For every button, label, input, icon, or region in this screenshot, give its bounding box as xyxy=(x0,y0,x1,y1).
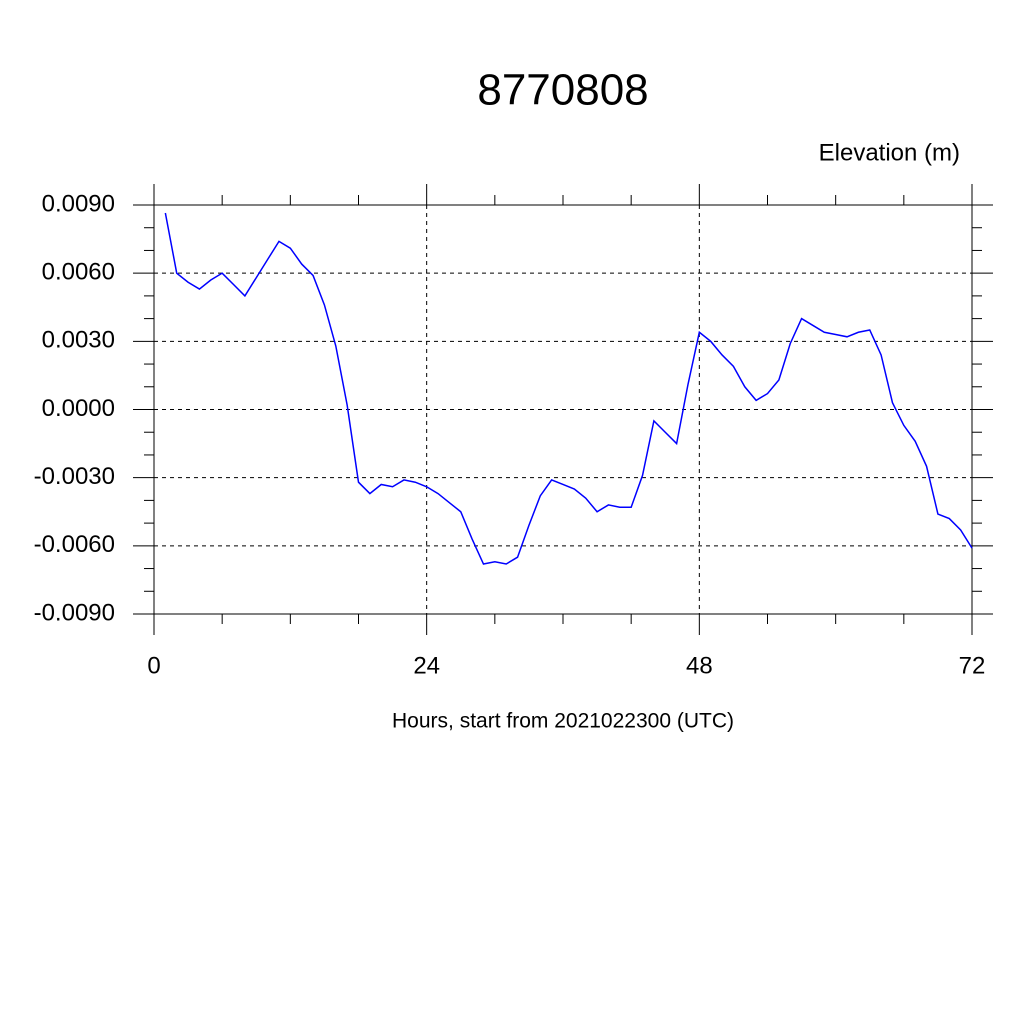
y-tick-label: 0.0030 xyxy=(42,327,115,354)
x-tick-label: 72 xyxy=(959,652,986,679)
x-tick-label: 24 xyxy=(413,652,440,679)
x-tick-label: 0 xyxy=(147,652,160,679)
data-line xyxy=(164,212,973,565)
x-axis-label: Hours, start from 2021022300 (UTC) xyxy=(392,710,734,733)
y-tick-label: 0.0060 xyxy=(42,259,115,286)
y-tick-label: -0.0030 xyxy=(34,463,115,490)
y-tick-label: -0.0060 xyxy=(34,531,115,558)
chart-title: 8770808 xyxy=(477,66,648,115)
x-tick-label: 48 xyxy=(686,652,713,679)
y-tick-label: 0.0090 xyxy=(42,190,115,217)
y-tick-label: 0.0000 xyxy=(42,395,115,422)
y-axis-label: Elevation (m) xyxy=(819,139,960,166)
y-tick-label: -0.0090 xyxy=(34,599,115,626)
